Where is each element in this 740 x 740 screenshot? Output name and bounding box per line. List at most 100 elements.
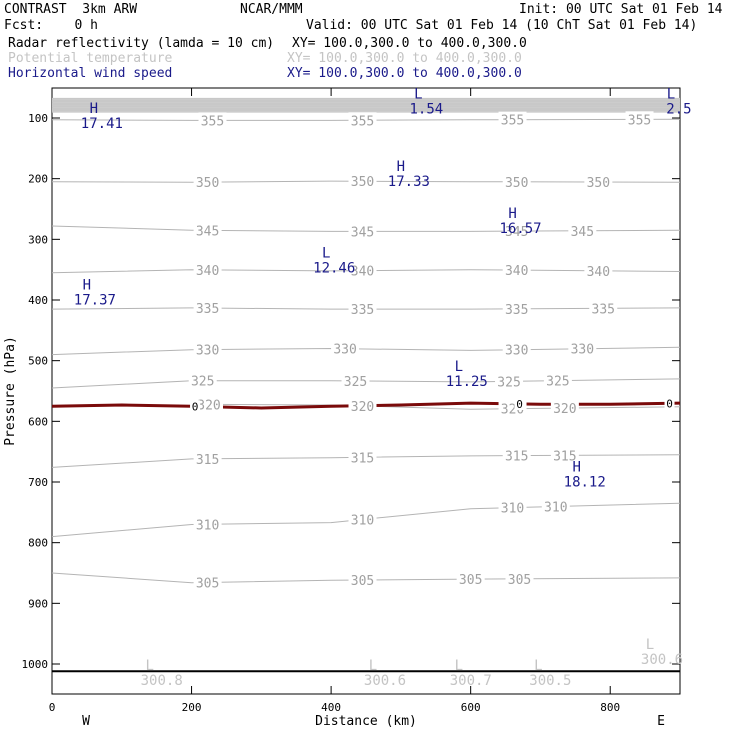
theta-contour-350: [51, 180, 681, 183]
wind-extremum-value: 18.12: [564, 475, 606, 491]
theta-label-330: 330: [505, 344, 528, 359]
x-axis-label: Distance (km): [315, 714, 417, 729]
theta-label-bg: [348, 301, 377, 317]
theta-label-bg: [589, 300, 618, 316]
theta-label-355: 355: [201, 114, 224, 129]
wind-extremum-L: L: [667, 87, 675, 103]
x-tick-label: 400: [321, 701, 341, 714]
wind-extremum-H: H: [90, 101, 98, 117]
y-tick-label: 200: [28, 173, 48, 186]
theta-label-325: 325: [344, 375, 367, 390]
theta-extremum-L: L: [534, 658, 542, 674]
wind-extremum-H: H: [508, 206, 516, 222]
plot-frame: [51, 87, 681, 695]
theta-label-bg: [193, 300, 222, 316]
wind-extremum-value: 2.5: [666, 102, 691, 118]
theta-label-305: 305: [459, 573, 482, 588]
theta-label-bg: [498, 111, 527, 127]
reflectivity-label-bg: [664, 397, 675, 410]
theta-extremum-value: 300.6: [641, 652, 683, 668]
theta-label-bg: [341, 372, 370, 388]
theta-label-bg: [568, 222, 597, 238]
theta-label-bg: [193, 222, 222, 238]
theta-label-bg: [550, 447, 579, 463]
y-tick-label: 900: [28, 597, 48, 610]
theta-label-bg: [348, 397, 377, 413]
wind-extremum-value: 17.41: [81, 116, 123, 132]
y-tick-label: 100: [28, 112, 48, 125]
wind-extremum-value: 1.54: [409, 102, 443, 118]
theta-label-350: 350: [196, 176, 219, 191]
theta-label-bg: [348, 572, 377, 588]
reflectivity-label: 0: [516, 398, 523, 411]
theta-label-325: 325: [546, 375, 569, 390]
theta-label-345: 345: [505, 225, 528, 240]
theta-label-bg: [568, 340, 597, 356]
theta-label-355: 355: [501, 114, 524, 129]
theta-label-bg: [502, 173, 531, 189]
theta-label-310: 310: [351, 514, 374, 529]
theta-label-bg: [193, 574, 222, 590]
theta-label-310: 310: [501, 502, 524, 517]
theta-label-bg: [541, 498, 570, 514]
theta-label-bg: [502, 300, 531, 316]
x-tick-label: 0: [49, 701, 56, 714]
reflectivity-label: 0: [192, 400, 199, 413]
wind-extremum-L: L: [322, 246, 330, 262]
wind-extremum-L: L: [414, 87, 422, 103]
wind-extremum-H: H: [397, 159, 405, 175]
x-tick-label: 600: [461, 701, 481, 714]
theta-label-bg: [505, 570, 534, 586]
fcst-label: Fcst: 0 h: [4, 18, 98, 33]
theta-label-315: 315: [505, 450, 528, 465]
theta-label-335: 335: [505, 303, 528, 318]
theta-label-305: 305: [508, 573, 531, 588]
theta-label-330: 330: [196, 344, 219, 359]
theta-label-345: 345: [571, 225, 594, 240]
reflectivity-label: 0: [666, 397, 673, 410]
model-label: CONTRAST 3km ARW: [4, 2, 138, 17]
theta-label-315: 315: [553, 449, 576, 464]
org-label: NCAR/MMM: [240, 2, 303, 17]
theta-label-bg: [584, 174, 613, 190]
field-label-wind-speed: Horizontal wind speed: [8, 66, 173, 81]
wind-extremum-value: 16.57: [499, 221, 541, 237]
theta-label-bg: [193, 450, 222, 466]
theta-label-320: 320: [197, 398, 220, 413]
theta-label-345: 345: [351, 225, 374, 240]
x-tick-label: 200: [182, 701, 202, 714]
theta-label-bg: [543, 372, 572, 388]
y-tick-label: 300: [28, 233, 48, 246]
theta-label-335: 335: [351, 303, 374, 318]
theta-label-bg: [625, 111, 654, 127]
y-tick-label: 600: [28, 415, 48, 428]
theta-label-bg: [502, 447, 531, 463]
theta-label-bg: [198, 112, 227, 128]
theta-label-340: 340: [587, 265, 610, 280]
west-end-label: W: [82, 714, 90, 729]
theta-label-bg: [498, 499, 527, 515]
reflectivity-label-bg: [190, 400, 201, 413]
theta-label-bg: [348, 449, 377, 465]
theta-contour-355: [51, 118, 681, 121]
theta-label-350: 350: [587, 176, 610, 191]
wind-extremum-value: 11.25: [446, 374, 488, 390]
theta-label-310: 310: [196, 518, 219, 533]
theta-contour-335: [51, 307, 681, 310]
theta-extremum-value: 300.7: [450, 673, 492, 689]
theta-label-330: 330: [571, 343, 594, 358]
y-tick-label: 400: [28, 294, 48, 307]
wind-extremum-value: 17.37: [74, 293, 116, 309]
theta-label-bg: [456, 571, 485, 587]
theta-label-335: 335: [592, 302, 615, 317]
theta-label-310: 310: [544, 500, 567, 515]
theta-contour-325: [51, 378, 681, 389]
theta-label-350: 350: [351, 175, 374, 190]
theta-label-bg: [193, 341, 222, 357]
theta-label-bg: [331, 340, 360, 356]
theta-label-bg: [348, 223, 377, 239]
theta-label-bg: [193, 516, 222, 532]
field-label-reflectivity: Radar reflectivity (lamda = 10 cm): [8, 36, 275, 51]
theta-label-bg: [348, 112, 377, 128]
